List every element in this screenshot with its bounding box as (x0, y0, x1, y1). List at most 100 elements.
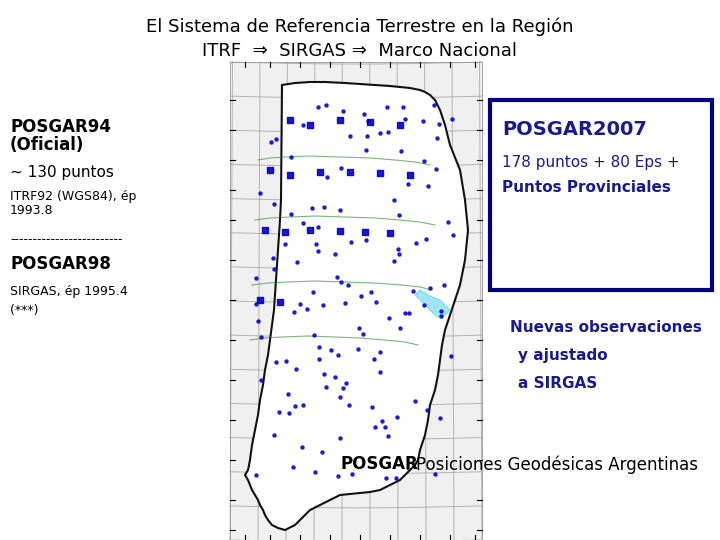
Polygon shape (415, 290, 450, 318)
Point (356, 292, 367, 301)
Point (310, 240, 322, 248)
Point (280, 356, 292, 365)
Text: (***): (***) (10, 304, 47, 317)
Point (438, 280, 449, 289)
Point (305, 120, 316, 129)
Point (253, 316, 264, 325)
Point (314, 168, 325, 177)
Point (346, 238, 357, 246)
Point (421, 406, 433, 414)
Text: 1993.8: 1993.8 (10, 204, 53, 217)
Point (307, 204, 318, 212)
Point (317, 447, 328, 456)
Point (314, 343, 325, 352)
Point (288, 308, 300, 317)
Point (337, 107, 348, 116)
Text: POSGAR98: POSGAR98 (10, 255, 111, 273)
Point (286, 152, 297, 161)
Point (353, 324, 364, 333)
Text: (Oficial): (Oficial) (10, 136, 84, 154)
Point (289, 402, 301, 410)
Point (379, 423, 391, 431)
Point (322, 173, 333, 182)
Point (389, 256, 400, 265)
Point (384, 228, 396, 237)
Point (329, 250, 341, 259)
Point (256, 376, 267, 384)
Point (374, 348, 386, 357)
Point (374, 367, 386, 376)
Point (382, 431, 394, 440)
Text: POSGAR94: POSGAR94 (10, 118, 111, 136)
Point (268, 200, 279, 208)
Point (312, 102, 323, 111)
Point (418, 301, 430, 309)
Text: POSGAR: POSGAR (340, 455, 418, 473)
Point (370, 298, 382, 306)
Point (435, 307, 446, 315)
Point (361, 146, 372, 154)
Point (431, 165, 442, 174)
Point (400, 114, 411, 123)
Point (271, 135, 282, 144)
Point (344, 168, 356, 177)
Point (297, 443, 308, 452)
Point (382, 103, 393, 112)
Point (343, 400, 354, 409)
Point (294, 300, 306, 308)
Bar (490, 100, 712, 290)
Point (395, 147, 407, 156)
Point (333, 471, 344, 480)
Text: a SIRGAS: a SIRGAS (518, 376, 598, 391)
Point (391, 413, 402, 421)
Point (297, 218, 309, 227)
Point (313, 355, 325, 363)
Point (394, 210, 405, 219)
Point (284, 116, 296, 124)
Point (251, 300, 262, 308)
Point (383, 313, 395, 322)
Text: : Posiciones Geodésicas Argentinas: : Posiciones Geodésicas Argentinas (405, 455, 698, 474)
Point (305, 226, 316, 234)
Point (335, 434, 346, 442)
Point (418, 116, 429, 125)
Text: -------------------------: ------------------------- (10, 233, 122, 246)
Point (336, 277, 347, 286)
Text: ~ 130 puntos: ~ 130 puntos (10, 165, 114, 180)
Point (359, 228, 371, 237)
Text: Nuevas observaciones: Nuevas observaciones (510, 320, 702, 335)
Point (404, 171, 415, 179)
Text: SIRGAS, ép 1995.4: SIRGAS, ép 1995.4 (10, 285, 127, 298)
Point (434, 414, 446, 422)
Point (333, 351, 344, 360)
Point (317, 300, 328, 309)
Point (318, 203, 329, 212)
Point (382, 127, 394, 136)
Point (430, 469, 441, 478)
Point (334, 116, 346, 124)
Point (250, 471, 261, 480)
Point (389, 196, 400, 205)
Point (364, 118, 376, 126)
Point (320, 101, 332, 110)
Text: El Sistema de Referencia Terrestre en la Región: El Sistema de Referencia Terrestre en la… (146, 18, 574, 37)
Point (433, 119, 444, 128)
Point (420, 234, 432, 243)
Point (374, 129, 385, 138)
Point (284, 171, 296, 179)
Point (380, 474, 392, 483)
Point (369, 423, 381, 432)
Point (284, 409, 295, 417)
Point (418, 157, 430, 166)
Point (268, 254, 279, 262)
Point (428, 100, 440, 109)
Point (254, 296, 266, 305)
Point (337, 383, 348, 392)
Point (331, 272, 343, 281)
Point (392, 245, 404, 253)
Point (290, 365, 302, 374)
Point (255, 333, 266, 342)
Point (251, 274, 262, 282)
Point (357, 329, 369, 338)
Point (361, 132, 373, 140)
